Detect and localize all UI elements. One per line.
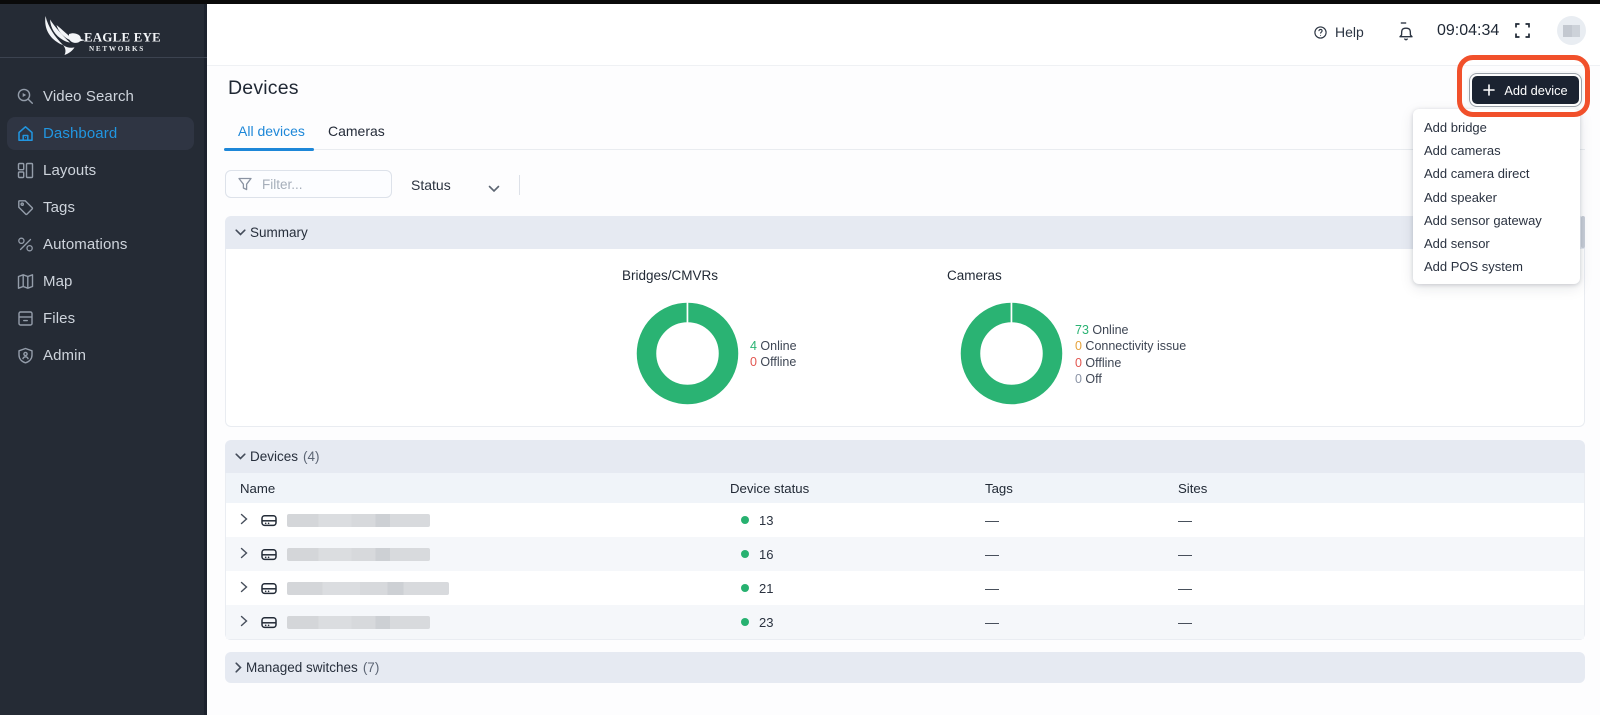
svg-text:EAGLE EYE: EAGLE EYE <box>84 31 161 45</box>
svg-text:NETWORKS: NETWORKS <box>89 45 145 53</box>
